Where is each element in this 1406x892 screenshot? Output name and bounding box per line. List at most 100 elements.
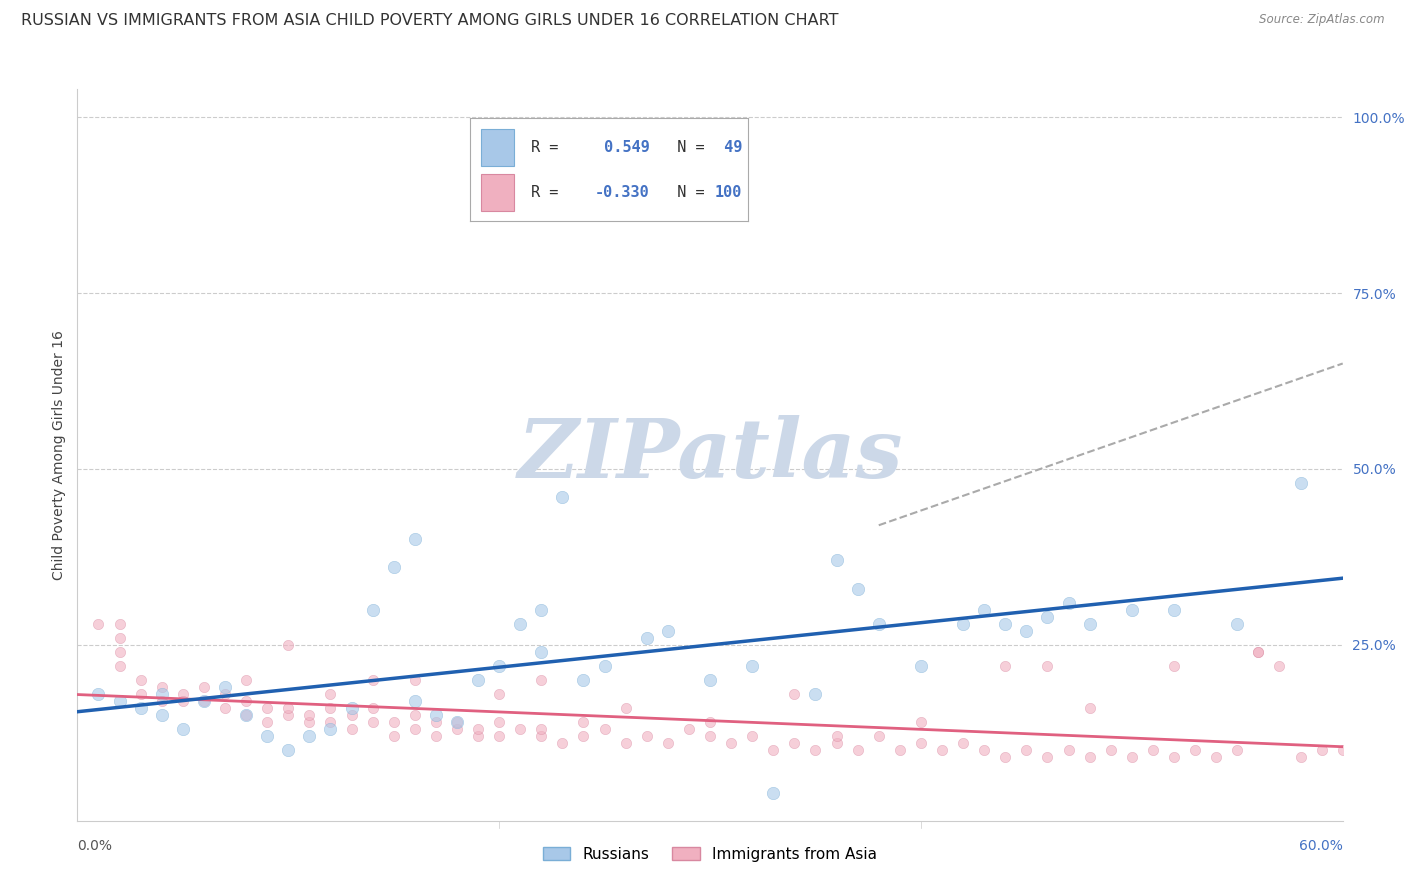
Point — [530, 602, 553, 616]
Point — [1078, 750, 1101, 764]
Point — [973, 743, 995, 757]
Point — [1289, 476, 1312, 491]
Text: R =: R = — [531, 140, 568, 154]
Point — [340, 708, 363, 723]
Point — [530, 673, 553, 687]
Point — [488, 687, 510, 701]
Point — [1163, 750, 1185, 764]
Point — [235, 708, 257, 723]
Point — [1163, 602, 1185, 616]
Point — [404, 533, 426, 547]
Point — [593, 659, 616, 673]
Point — [277, 708, 299, 723]
Text: 49: 49 — [714, 140, 742, 154]
Point — [1247, 645, 1270, 659]
Text: ZIPatlas: ZIPatlas — [517, 415, 903, 495]
Point — [404, 708, 426, 723]
Point — [994, 616, 1017, 631]
Y-axis label: Child Poverty Among Girls Under 16: Child Poverty Among Girls Under 16 — [52, 330, 66, 580]
Text: R =: R = — [531, 185, 568, 200]
Point — [446, 723, 468, 737]
Point — [678, 723, 700, 737]
Point — [551, 736, 574, 750]
Point — [425, 729, 447, 743]
Point — [172, 723, 194, 737]
Point — [762, 743, 785, 757]
Point — [846, 743, 869, 757]
Text: 0.549: 0.549 — [595, 140, 650, 154]
Point — [404, 694, 426, 708]
Point — [530, 645, 553, 659]
Point — [446, 715, 468, 730]
Point — [910, 715, 932, 730]
Point — [699, 729, 721, 743]
Point — [256, 715, 278, 730]
Point — [741, 659, 763, 673]
Point — [572, 673, 595, 687]
Point — [340, 723, 363, 737]
Text: 0.0%: 0.0% — [77, 838, 112, 853]
Bar — [481, 174, 515, 211]
Point — [509, 723, 531, 737]
Point — [256, 701, 278, 715]
Point — [572, 729, 595, 743]
Point — [1078, 701, 1101, 715]
Point — [488, 659, 510, 673]
Point — [952, 616, 974, 631]
Point — [361, 715, 384, 730]
Point — [361, 602, 384, 616]
Point — [172, 694, 194, 708]
Point — [361, 673, 384, 687]
Point — [108, 694, 131, 708]
Point — [87, 687, 110, 701]
Point — [657, 736, 679, 750]
Point — [657, 624, 679, 638]
Point — [129, 687, 152, 701]
Point — [340, 701, 363, 715]
Point — [910, 659, 932, 673]
Point — [825, 553, 848, 567]
Point — [636, 729, 658, 743]
Point — [319, 687, 342, 701]
Point — [298, 729, 321, 743]
Point — [1163, 659, 1185, 673]
Point — [235, 694, 257, 708]
Point — [235, 673, 257, 687]
Point — [1142, 743, 1164, 757]
Point — [1184, 743, 1206, 757]
Point — [825, 729, 848, 743]
Point — [1226, 743, 1249, 757]
Legend: Russians, Immigrants from Asia: Russians, Immigrants from Asia — [537, 840, 883, 868]
Point — [467, 673, 489, 687]
Point — [1015, 624, 1038, 638]
Point — [509, 616, 531, 631]
Point — [214, 680, 236, 694]
Point — [150, 687, 173, 701]
Point — [593, 723, 616, 737]
Point — [382, 560, 405, 574]
Point — [87, 616, 110, 631]
Point — [868, 616, 890, 631]
Point — [256, 729, 278, 743]
Point — [572, 715, 595, 730]
Point — [994, 659, 1017, 673]
Point — [172, 687, 194, 701]
Point — [1036, 659, 1059, 673]
Point — [193, 694, 215, 708]
Point — [425, 715, 447, 730]
Point — [319, 701, 342, 715]
Point — [783, 687, 806, 701]
Point — [1310, 743, 1333, 757]
Point — [150, 680, 173, 694]
Point — [783, 736, 806, 750]
Text: N =: N = — [659, 140, 714, 154]
Point — [1036, 609, 1059, 624]
Point — [467, 723, 489, 737]
Point — [108, 631, 131, 645]
Point — [530, 723, 553, 737]
Point — [551, 490, 574, 504]
Point — [277, 743, 299, 757]
Point — [129, 701, 152, 715]
Point — [1268, 659, 1291, 673]
Point — [804, 743, 827, 757]
